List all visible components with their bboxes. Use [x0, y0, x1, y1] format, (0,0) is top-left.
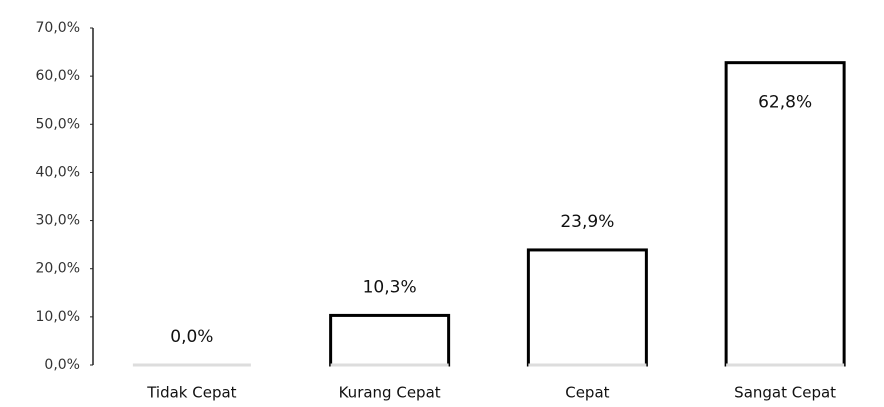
y-tick-label: 30,0% — [36, 213, 80, 229]
x-tick-label: Kurang Cepat — [339, 384, 441, 402]
y-tick-label: 10,0% — [36, 309, 80, 325]
x-tick-label: Tidak Cepat — [146, 384, 236, 402]
bar — [329, 313, 451, 367]
y-tick-label: 40,0% — [36, 164, 80, 180]
bar — [526, 248, 648, 367]
x-tick-label: Cepat — [565, 384, 609, 402]
bar — [724, 61, 846, 367]
y-tick-label: 0,0% — [44, 357, 80, 373]
y-tick-label: 50,0% — [36, 116, 80, 132]
y-tick-label: 20,0% — [36, 261, 80, 277]
data-label: 10,3% — [363, 277, 417, 297]
data-label: 0,0% — [170, 327, 213, 347]
x-tick-label: Sangat Cepat — [734, 384, 836, 402]
y-tick-label: 70,0% — [36, 20, 80, 36]
data-label: 23,9% — [560, 212, 614, 232]
data-label: 62,8% — [758, 93, 812, 113]
y-tick-label: 60,0% — [36, 68, 80, 84]
